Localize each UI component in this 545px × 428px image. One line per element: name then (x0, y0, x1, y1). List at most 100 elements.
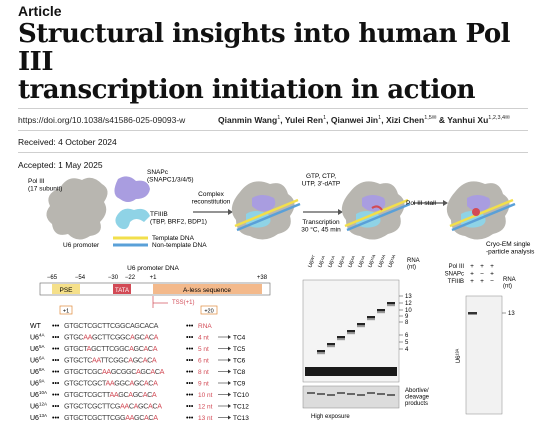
condition-label: SNAPc (445, 272, 464, 278)
author-affiliation: 1 (378, 115, 382, 122)
article-title: Structural insights into human Pol III t… (18, 20, 538, 104)
condition-label: TFIIIB (448, 279, 464, 285)
condition-value: − (480, 271, 484, 278)
size-marker: 5 (405, 340, 409, 346)
divider (18, 152, 528, 153)
rna-nt-label: RNA (nt) (407, 258, 420, 271)
pol3-shape (46, 177, 108, 240)
size-marker: 8 (405, 320, 409, 326)
arrow-icon (228, 358, 231, 362)
sequence-text: GTGCTAGCTTCGGCAGCACA (64, 344, 158, 353)
condition-value: + (490, 271, 494, 278)
divider (18, 108, 528, 109)
step2-top-label: GTP, CTP, UTP, 3′-dATP (302, 173, 341, 188)
gel-band-faint (327, 346, 335, 348)
step3-label: Pol III stall (406, 200, 437, 207)
received-date: Received: 4 October 2024 (18, 137, 117, 147)
size-marker: 13 (405, 294, 412, 300)
gel-high-exposure (302, 385, 400, 409)
construct-name: WT (30, 323, 42, 330)
aless-box (153, 284, 262, 294)
sequence-list: WT ••• GTGCTCGCTTCGGCAGCACA ••• RNA U64A ••• GT… (30, 321, 249, 422)
gel-band-faint (377, 312, 385, 314)
dots-left: ••• (52, 335, 60, 342)
plus1-label: +1 (63, 309, 69, 315)
dots-left: ••• (52, 392, 60, 399)
arrow-icon (228, 369, 231, 374)
author-name[interactable]: Yanhui Xu (447, 115, 489, 125)
dots-right: ••• (186, 415, 194, 422)
gel-band (337, 336, 345, 339)
arrow-icon (228, 415, 231, 420)
rna-length: RNA (198, 323, 212, 330)
arrow-icon (228, 404, 231, 408)
dots-right: ••• (186, 346, 194, 353)
gel-band (317, 350, 325, 353)
condition-value: + (470, 263, 474, 270)
rna-length: 5 nt (198, 346, 209, 353)
promoter-header: U6 promoter DNA (127, 265, 179, 272)
sequence-row: U69A ••• GTGCTCGCTAAGGCAGCACA ••• 9 nt TC9 (30, 379, 246, 388)
arrowhead-icon (228, 209, 233, 215)
tc-label: TC6 (233, 358, 246, 365)
aless-label: A-less sequence (183, 287, 231, 294)
author-name[interactable]: Qianmin Wang (218, 115, 278, 125)
size-marker: 10 (405, 308, 412, 314)
gel-band (347, 330, 355, 333)
pos-m54: −54 (75, 275, 86, 281)
nontemplate-dna-label: Non-template DNA (152, 242, 207, 249)
dots-left: ••• (52, 404, 60, 411)
gel-image (465, 295, 503, 415)
construct-name: U612A (30, 402, 47, 411)
arrow-icon (228, 381, 231, 385)
sequence-row: U613A ••• GTGCTCGCTTCGGAAGCACA ••• 13 nt TC13 (30, 413, 249, 422)
construct-name: U610A (30, 390, 47, 399)
dots-left: ••• (52, 369, 60, 376)
lane-label: U6¹³ᴬ (454, 349, 462, 364)
gel-band (377, 309, 385, 312)
author-list: Qianmin Wang1, Yulei Ren1, Qianwei Jin1,… (218, 115, 510, 125)
author-name[interactable]: Qianwei Jin (330, 115, 379, 125)
sequence-row: U610A ••• GTGCTCGCTTAAGCAGCACA ••• 10 nt TC10 (30, 390, 249, 399)
gel-band-faint (357, 326, 365, 328)
sequence-text: GTGCTCGCAAGCGGCAGCACA (64, 367, 165, 376)
step4-label: Cryo-EM single -particle analysis (486, 241, 535, 256)
sequence-text: GTGCTCGCTTAAGCAGCACA (64, 390, 157, 399)
size-marker: 4 (405, 347, 409, 353)
size-marker: 12 (405, 301, 412, 307)
construct-name: U68A (30, 367, 44, 376)
accepted-date: Accepted: 1 May 2025 (18, 160, 103, 170)
dots-right: ••• (186, 323, 194, 330)
dots-right: ••• (186, 335, 194, 342)
gel-band-faint (337, 339, 345, 341)
gel-band-faint (387, 305, 395, 307)
tata-label: TATA (115, 288, 129, 294)
doi-link[interactable]: https://doi.org/10.1038/s41586-025-09093… (18, 115, 186, 125)
dots-right: ••• (186, 381, 194, 388)
condition-value: + (480, 278, 484, 285)
author-name[interactable]: Yulei Ren (284, 115, 324, 125)
sequence-text: GTGCTCGCTTCGGCAGCACA (64, 321, 159, 330)
gel-band (367, 316, 375, 319)
author-name[interactable]: Xizi Chen (385, 115, 425, 125)
rna-length: 13 nt (198, 415, 213, 422)
plus20-label: +20 (204, 309, 213, 315)
tc-label: TC4 (233, 335, 246, 342)
complex-3 (446, 181, 516, 240)
construct-name: U613A (30, 413, 47, 422)
condition-value: + (470, 278, 474, 285)
title-line-2: transcription initiation in action (18, 75, 476, 105)
sequence-row: U612A ••• GTGCTCGCTTCGAACAGCACA ••• 12 nt TC1… (30, 402, 249, 411)
arrow-icon (228, 346, 231, 351)
size-marker: 6 (405, 333, 409, 339)
dots-left: ••• (52, 381, 60, 388)
promoter-diagram: U6 promoter DNA −65 −54 −30 −22 +1 +38 P… (39, 265, 271, 315)
condition-label: Pol III (449, 264, 465, 270)
sequence-text: GTGCTCGCTAAGGCAGCACA (64, 379, 158, 388)
complex-2 (341, 181, 411, 240)
pse-box (52, 284, 80, 294)
schematic: Pol III (17 subunit) SNAPc (SNAPC1/3/4/5) … (28, 169, 535, 256)
pos-p38: +38 (257, 275, 268, 281)
